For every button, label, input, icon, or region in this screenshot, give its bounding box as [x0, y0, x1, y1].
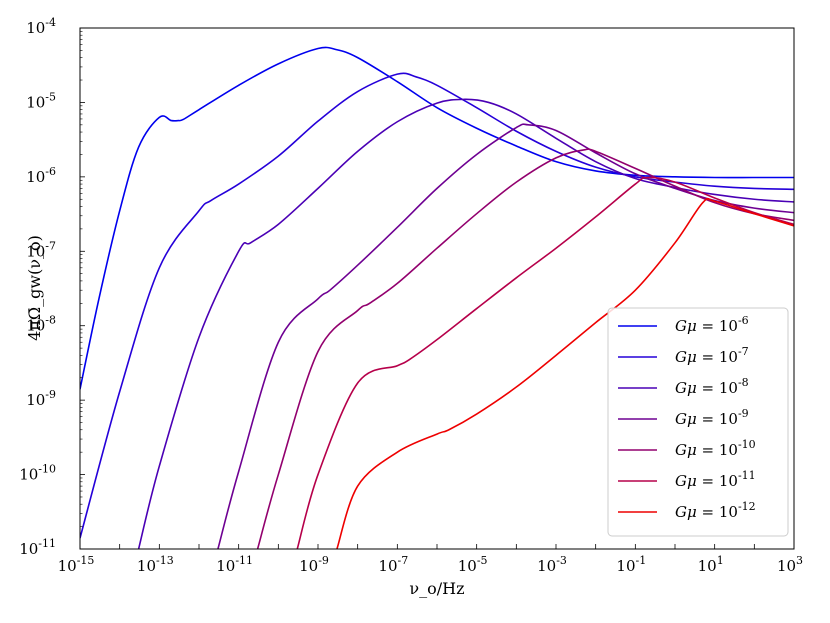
y-tick-label: 10-6 [26, 165, 56, 186]
x-tick-label: 10-15 [58, 554, 95, 575]
series-line-gmu-m10 [256, 148, 794, 549]
legend-entry: Gμ = 10-8 [675, 376, 749, 397]
y-tick-label: 10-10 [19, 463, 56, 484]
x-tick-label: 10-5 [458, 554, 488, 575]
series-line-gmu-m9 [217, 123, 794, 549]
series-line-gmu-m7 [80, 72, 794, 539]
x-tick-label: 10-11 [216, 554, 253, 575]
tick-layer: 10-15 10-13 10-11 10-9 10-7 10-5 10-3 10-1 101 10… [19, 16, 803, 575]
y-tick-label: 10-9 [26, 388, 56, 409]
y-tick-label: 10-7 [26, 239, 56, 260]
x-tick-label: 10-7 [378, 554, 408, 575]
legend-entry: Gμ = 10-11 [675, 469, 756, 490]
legend: Gμ = 10-6 Gμ = 10-7 Gμ = 10-8 Gμ = 10-9 Gμ =… [607, 307, 789, 537]
x-tick-label: 10-3 [537, 554, 567, 575]
x-tick-label: 101 [698, 554, 724, 575]
series-layer [80, 46, 794, 549]
y-tick-label: 10-5 [26, 90, 56, 111]
y-axis-label: 4πΩ̄_gw(ν_o) [25, 235, 44, 341]
y-tick-label: 10-4 [26, 16, 56, 37]
legend-box [607, 307, 789, 537]
x-tick-label: 103 [777, 554, 803, 575]
legend-entry: Gμ = 10-9 [675, 407, 749, 428]
x-axis-label: ν_o/Hz [409, 579, 464, 598]
legend-entry: Gμ = 10-12 [675, 500, 756, 521]
legend-entry: Gμ = 10-10 [675, 438, 756, 459]
series-line-gmu-m11 [296, 176, 794, 549]
series-line-gmu-m6 [80, 46, 794, 390]
x-tick-label: 10-13 [137, 554, 174, 575]
x-tick-label: 10-9 [299, 554, 329, 575]
legend-entry: Gμ = 10-7 [675, 345, 749, 366]
y-tick-label: 10-8 [26, 314, 56, 335]
series-line-gmu-m12 [336, 197, 794, 549]
x-tick-label: 10-1 [616, 554, 646, 575]
y-tick-label: 10-11 [19, 537, 56, 558]
legend-entry: Gμ = 10-6 [675, 314, 749, 335]
